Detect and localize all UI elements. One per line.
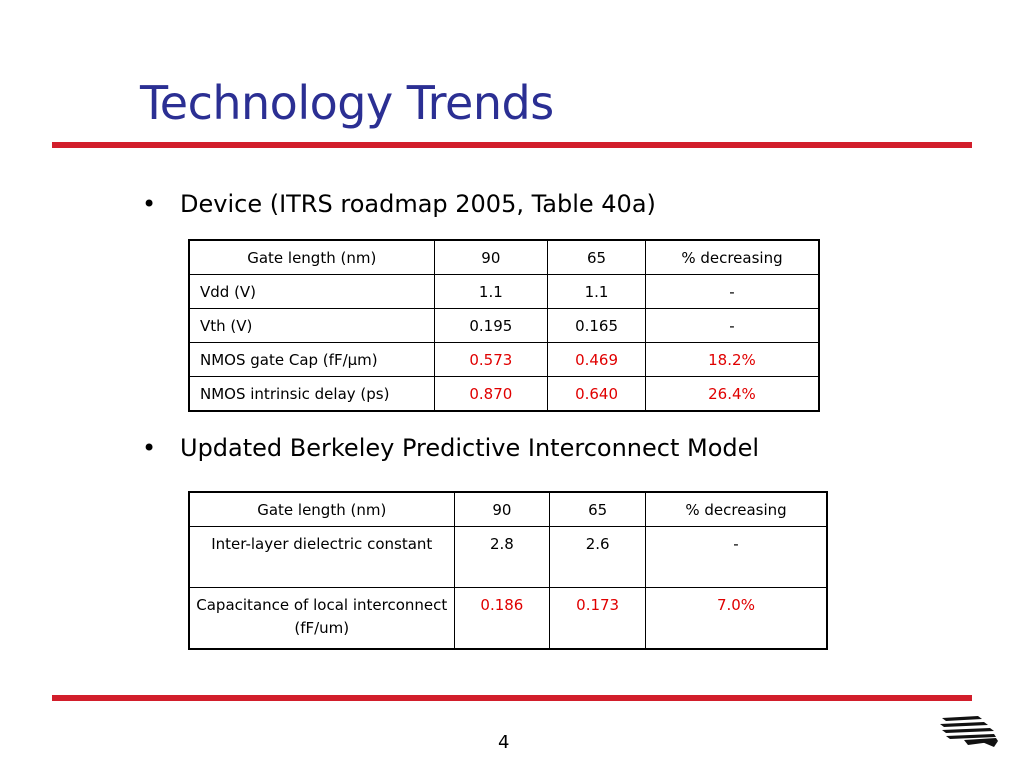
table-cell: - — [644, 308, 820, 343]
table-row: Inter-layer dielectric constant 2.8 2.6 … — [188, 526, 828, 588]
row-label: Capacitance of local interconnect (fF/um… — [188, 587, 455, 650]
table-cell-highlight: 7.0% — [645, 587, 828, 650]
interconnect-table: Gate length (nm) 90 65 % decreasing Inte… — [188, 491, 828, 650]
table-cell-highlight: 0.469 — [547, 342, 646, 377]
table-row: Vdd (V) 1.1 1.1 - — [188, 274, 820, 309]
header-cell: 65 — [547, 239, 646, 275]
table-cell-highlight: 0.640 — [547, 376, 646, 412]
top-divider — [52, 142, 972, 148]
row-label: NMOS gate Cap (fF/μm) — [188, 342, 435, 377]
berkeley-stripes-logo-icon — [940, 716, 998, 747]
table-cell: 1.1 — [433, 274, 549, 309]
table-header-row: Gate length (nm) 90 65 % decreasing — [188, 491, 828, 527]
page-number: 4 — [498, 732, 510, 753]
header-cell: 65 — [549, 491, 647, 527]
header-cell: Gate length (nm) — [188, 491, 455, 527]
table-cell-highlight: 0.870 — [433, 376, 549, 412]
device-table: Gate length (nm) 90 65 % decreasing Vdd … — [188, 239, 820, 412]
table-cell-highlight: 0.186 — [453, 587, 551, 650]
header-cell: Gate length (nm) — [188, 239, 435, 275]
header-cell: % decreasing — [645, 491, 828, 527]
table-cell: 1.1 — [547, 274, 646, 309]
table-cell: - — [644, 274, 820, 309]
bullet-device: • Device (ITRS roadmap 2005, Table 40a) — [142, 190, 656, 218]
bottom-divider — [52, 695, 972, 701]
table-row: NMOS gate Cap (fF/μm) 0.573 0.469 18.2% — [188, 342, 820, 377]
row-label: Vdd (V) — [188, 274, 435, 309]
row-label: Inter-layer dielectric constant — [188, 526, 455, 588]
table-cell: 2.6 — [549, 526, 647, 588]
header-cell: % decreasing — [644, 239, 820, 275]
table-row: NMOS intrinsic delay (ps) 0.870 0.640 26… — [188, 376, 820, 412]
table-cell: - — [645, 526, 828, 588]
table-row: Capacitance of local interconnect (fF/um… — [188, 587, 828, 650]
table-cell: 0.165 — [547, 308, 646, 343]
table-cell-highlight: 0.173 — [549, 587, 647, 650]
bullet-marker: • — [142, 434, 157, 462]
table-cell-highlight: 0.573 — [433, 342, 549, 377]
table-header-row: Gate length (nm) 90 65 % decreasing — [188, 239, 820, 275]
table-cell-highlight: 26.4% — [644, 376, 820, 412]
header-cell: 90 — [433, 239, 549, 275]
row-label: NMOS intrinsic delay (ps) — [188, 376, 435, 412]
bullet-interconnect: • Updated Berkeley Predictive Interconnec… — [142, 434, 759, 462]
bullet-text: Device (ITRS roadmap 2005, Table 40a) — [180, 190, 656, 218]
table-cell: 2.8 — [453, 526, 551, 588]
table-row: Vth (V) 0.195 0.165 - — [188, 308, 820, 343]
bullet-text: Updated Berkeley Predictive Interconnect… — [180, 434, 760, 462]
slide-title: Technology Trends — [140, 76, 554, 130]
bullet-marker: • — [142, 190, 157, 218]
table-cell: 0.195 — [433, 308, 549, 343]
header-cell: 90 — [453, 491, 551, 527]
row-label: Vth (V) — [188, 308, 435, 343]
table-cell-highlight: 18.2% — [644, 342, 820, 377]
